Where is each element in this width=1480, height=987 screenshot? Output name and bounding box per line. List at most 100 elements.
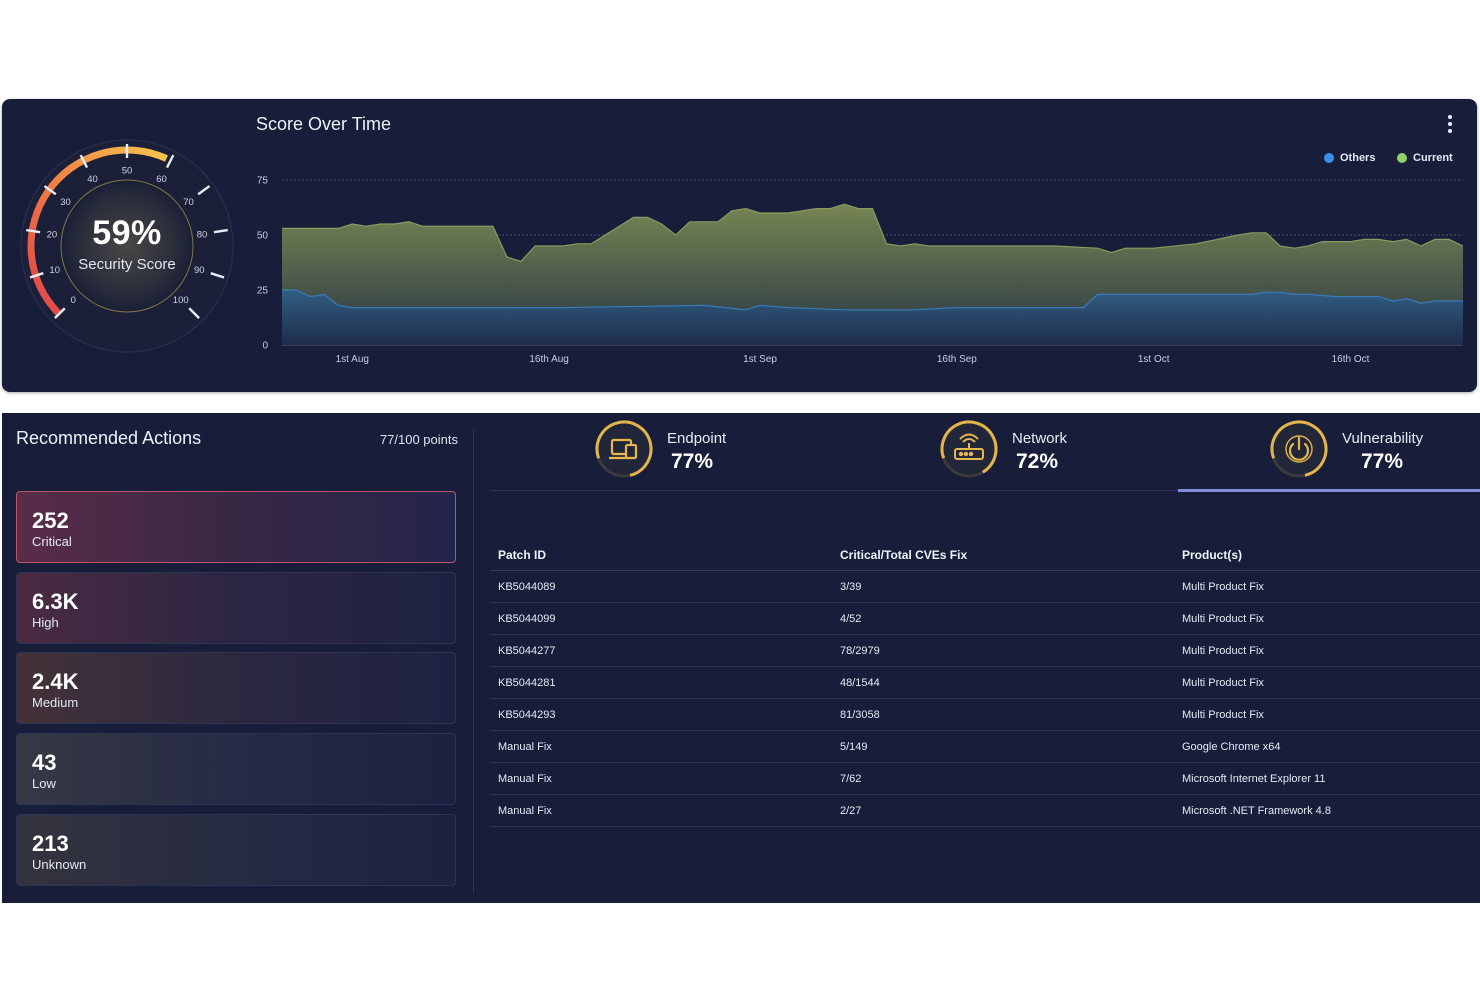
devices-icon [609, 438, 638, 460]
severity-label: Unknown [32, 857, 87, 872]
table-cell-cves: 5/149 [832, 730, 1174, 763]
column-header-patch-id[interactable]: Patch ID [490, 540, 832, 571]
score-over-time-chart: 0 25 50 75 1st Aug 16th Aug 1st Sep 16th Sep 1st… [257, 176, 1464, 365]
severity-count: 43 [32, 750, 57, 775]
column-header-cves[interactable]: Critical/Total CVEs Fix [832, 540, 1174, 571]
column-header-products[interactable]: Product(s) [1174, 540, 1480, 571]
gauge-tick-label: 40 [87, 174, 98, 185]
severity-label: Medium [32, 695, 79, 710]
table-cell-cves: 3/39 [832, 570, 1174, 603]
gauge-tick-label: 90 [194, 265, 205, 276]
severity-label: Low [32, 776, 56, 791]
more-options-icon[interactable] [1441, 113, 1459, 139]
gauge-tick-label: 30 [60, 197, 71, 208]
gauge-tick-label: 20 [47, 230, 58, 241]
x-tick-label: 16th Oct [1332, 354, 1370, 365]
table-row[interactable]: KB5044099 4/52 Multi Product Fix [490, 602, 1480, 635]
severity-card-high[interactable]: 6.3K High [16, 572, 456, 644]
y-tick-label: 0 [262, 341, 268, 352]
panel-divider [473, 428, 474, 894]
tab-network[interactable]: Network 72% [938, 418, 1138, 486]
table-cell-product: Multi Product Fix [1174, 634, 1480, 667]
table-cell-cves: 4/52 [832, 602, 1174, 635]
gauge-tick-mark [213, 228, 228, 234]
y-tick-label: 50 [257, 231, 269, 242]
category-score: 72% [1016, 450, 1059, 473]
severity-count: 6.3K [32, 589, 79, 614]
severity-count: 252 [32, 508, 69, 533]
category-score: 77% [1361, 450, 1404, 473]
gauge-tick-label: 10 [49, 265, 60, 276]
severity-card-medium[interactable]: 2.4K Medium [16, 652, 456, 724]
gauge-tick-mark [43, 185, 57, 196]
table-cell-cves: 78/2979 [832, 634, 1174, 667]
legend-dot-current [1397, 153, 1407, 163]
gauge-tick-mark [210, 272, 225, 279]
severity-count: 2.4K [32, 669, 79, 694]
category-name: Vulnerability [1342, 430, 1424, 447]
power-icon [1285, 435, 1313, 463]
tab-vulnerability[interactable]: Vulnerability 77% [1268, 418, 1468, 486]
legend-item-current[interactable]: Current [1397, 152, 1453, 164]
severity-card-low[interactable]: 43 Low [16, 733, 456, 805]
gauge-tick-label: 70 [183, 197, 194, 208]
security-score-gauge: 0 10 20 30 40 50 60 70 80 90 100 [20, 139, 234, 353]
gauge-tick-label: 100 [173, 295, 189, 306]
category-score: 77% [671, 450, 714, 473]
table-cell-cves: 2/27 [832, 794, 1174, 827]
category-name: Endpoint [667, 430, 727, 447]
table-cell-product: Multi Product Fix [1174, 698, 1480, 731]
gauge-tick-mark [197, 185, 211, 196]
recommended-actions-title: Recommended Actions [16, 428, 202, 448]
severity-card-unknown[interactable]: 213 Unknown [16, 814, 456, 886]
severity-count: 213 [32, 831, 69, 856]
table-cell-product: Microsoft .NET Framework 4.8 [1174, 794, 1480, 827]
legend-label-current: Current [1413, 152, 1453, 164]
legend-item-others[interactable]: Others [1324, 152, 1375, 164]
network-score-ring [940, 420, 998, 478]
severity-card-critical[interactable]: 252 Critical [16, 491, 456, 563]
patch-table: Patch ID Critical/Total CVEs Fix Product… [490, 540, 1480, 827]
table-row[interactable]: Manual Fix 7/62 Microsoft Internet Explore… [490, 762, 1480, 795]
gauge-tick-label: 0 [71, 295, 76, 306]
table-cell-cves: 48/1544 [832, 666, 1174, 699]
table-row[interactable]: KB5044281 48/1544 Multi Product Fix [490, 666, 1480, 699]
severity-label: Critical [32, 534, 72, 549]
endpoint-score-ring [595, 420, 653, 478]
gauge-tick-mark [165, 154, 175, 169]
table-cell-cves: 7/62 [832, 762, 1174, 795]
series-line-current [282, 203, 1464, 263]
tabs-underline [490, 490, 1480, 491]
gauge-tick-label: 80 [197, 230, 208, 241]
table-row[interactable]: Manual Fix 2/27 Microsoft .NET Framework 4… [490, 794, 1480, 827]
active-tab-indicator [1178, 489, 1480, 492]
table-cell-patch-id: Manual Fix [490, 730, 832, 763]
table-row[interactable]: KB5044277 78/2979 Multi Product Fix [490, 634, 1480, 667]
table-row[interactable]: KB5044089 3/39 Multi Product Fix [490, 570, 1480, 603]
security-score-label: Security Score [78, 256, 176, 273]
table-cell-product: Google Chrome x64 [1174, 730, 1480, 763]
x-tick-label: 1st Aug [336, 354, 369, 365]
table-row[interactable]: Manual Fix 5/149 Google Chrome x64 [490, 730, 1480, 763]
table-cell-patch-id: Manual Fix [490, 794, 832, 827]
gauge-tick-mark [29, 272, 44, 279]
y-tick-label: 75 [257, 176, 269, 187]
security-score-value: 59% [92, 214, 162, 252]
table-row[interactable]: KB5044293 81/3058 Multi Product Fix [490, 698, 1480, 731]
table-cell-cves: 81/3058 [832, 698, 1174, 731]
x-tick-label: 16th Aug [529, 354, 568, 365]
series-area-others [282, 290, 1463, 345]
table-cell-patch-id: Manual Fix [490, 762, 832, 795]
category-name: Network [1012, 430, 1068, 447]
severity-label: High [32, 615, 59, 630]
legend-label-others: Others [1340, 152, 1376, 164]
tab-endpoint[interactable]: Endpoint 77% [593, 418, 793, 486]
gauge-tick-label: 50 [122, 166, 133, 177]
table-cell-patch-id: KB5044281 [490, 666, 832, 699]
x-tick-label: 16th Sep [937, 354, 977, 365]
chart-title: Score Over Time [256, 114, 392, 134]
x-tick-label: 1st Oct [1138, 354, 1170, 365]
table-cell-product: Multi Product Fix [1174, 602, 1480, 635]
table-cell-product: Microsoft Internet Explorer 11 [1174, 762, 1480, 795]
x-tick-label: 1st Sep [743, 354, 777, 365]
